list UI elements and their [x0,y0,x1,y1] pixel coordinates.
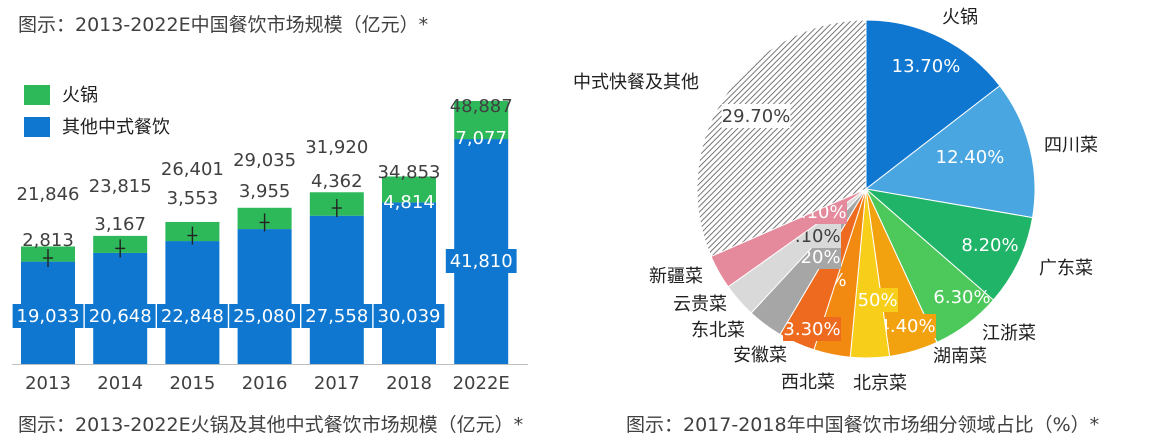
pie-value-label-江浙菜: 6.30% [933,287,990,308]
pie-value-label-中式快餐及其他-bg [721,104,791,128]
x-tick-2014: 2014 [97,373,143,394]
pie-value-label-广东菜: 8.20% [961,235,1018,256]
pie-category-label-江浙菜: 江浙菜 [982,323,1036,344]
pie-slice-中式快餐及其他 [696,19,867,258]
bar-other-2016 [237,229,292,364]
top-caption: 图示：2013-2022E中国餐饮市场规模（亿元）* [18,14,429,36]
pie-value-label-中式快餐及其他: 29.70% [722,106,791,127]
bar-other-2017 [309,215,364,364]
bar-total-label-2018: 34,853 [378,162,441,183]
x-tick-2018: 2018 [386,373,432,394]
bar-total-label-2015: 26,401 [161,159,224,180]
bar-hotpot-2022E [454,100,509,140]
bar-other-label-bg-2022E [445,249,517,273]
pie-slice-广东菜 [864,188,1034,301]
pie-category-label-中式快餐及其他: 中式快餐及其他 [573,72,699,93]
pie-value-label-四川菜: 12.40% [936,147,1005,168]
x-tick-2016: 2016 [242,373,288,394]
bar-hotpot-label-2014: 3,167 [94,214,146,235]
bar-other-label-2014: 20,648 [89,306,152,327]
x-tick-2022E: 2022E [453,373,510,394]
pie-category-label-安徽菜: 安徽菜 [733,345,787,366]
pie-category-label-新疆菜: 新疆菜 [649,266,703,287]
bar-other-label-bg-2016 [229,304,300,328]
bar-other-2015 [165,241,220,364]
pie-slice-火锅 [865,19,1001,191]
pie-value-label-安徽菜: 3.30% [783,319,840,340]
bar-other-label-bg-2014 [84,304,156,328]
bar-other-label-2018: 30,039 [378,306,441,327]
bar-other-label-2017: 27,558 [305,306,368,327]
bar-hotpot-label-2018: 4,814 [383,192,435,213]
x-tick-2013: 2013 [25,373,71,394]
legend-swatch-hotpot [24,85,50,105]
bar-hotpot-label-2013: 2,813 [22,230,74,251]
bar-other-label-2015: 22,848 [161,306,224,327]
pie-value-label-湖南菜-bg [878,314,936,338]
pie-category-label-东北菜: 东北菜 [691,320,745,341]
bar-hotpot-label-2017: 4,362 [311,171,363,192]
pie-value-label-火锅: 13.70% [892,56,961,77]
pie-category-label-北京菜: 北京菜 [853,373,907,394]
bar-hotpot-label-2015: 3,553 [167,188,219,209]
bar-total-label-2016: 29,035 [233,150,296,171]
pie-category-label-云贵菜: 云贵菜 [673,294,727,315]
pie-value-label-安徽菜-bg [783,317,841,341]
pie-category-label-火锅: 火锅 [942,7,978,28]
bar-other-label-bg-2017 [301,304,373,328]
legend-label-other: 其他中式餐饮 [62,117,170,138]
pie-slice-四川菜 [864,85,1036,219]
pie-category-label-广东菜: 广东菜 [1039,258,1093,279]
pie-value-label-湖南菜: 4.40% [878,316,935,337]
pie-category-label-湖南菜: 湖南菜 [933,346,987,367]
legend-label-hotpot: 火锅 [62,85,98,106]
pie-chart-caption: 图示：2017-2018年中国餐饮市场细分领域占比（%）* [626,414,1100,436]
bar-chart-caption: 图示：2013-2022E火锅及其他中式餐饮市场规模（亿元）* [18,414,524,436]
bar-hotpot-label-2022E: 7,077 [455,128,507,149]
pie-category-label-西北菜: 西北菜 [781,372,835,393]
x-tick-2017: 2017 [314,373,360,394]
bar-other-label-2013: 19,033 [17,306,80,327]
bar-total-label-2014: 23,815 [89,176,152,197]
bar-other-label-2016: 25,080 [233,306,296,327]
pie-chart: 13.70% 火锅 12.40% 四川菜 8.20% 广东菜 6.30% 江浙菜 4.40% 湖南… [573,7,1098,394]
pie-category-label-四川菜: 四川菜 [1044,135,1098,156]
x-tick-2015: 2015 [169,373,215,394]
bar-other-2018 [382,202,436,364]
bar-other-label-bg-2018 [373,304,445,328]
bar-other-label-bg-2015 [157,304,228,328]
bar-total-label-2013: 21,846 [17,184,80,205]
bar-total-label-2022E: 48,887 [450,96,513,117]
bar-total-label-2017: 31,920 [305,137,368,158]
bar-other-label-2022E: 41,810 [450,251,513,272]
bar-hotpot-2018 [382,176,436,203]
bar-hotpot-label-2016: 3,955 [239,181,291,202]
legend-swatch-other [24,117,50,137]
bar-other-label-bg-2013 [12,304,84,328]
